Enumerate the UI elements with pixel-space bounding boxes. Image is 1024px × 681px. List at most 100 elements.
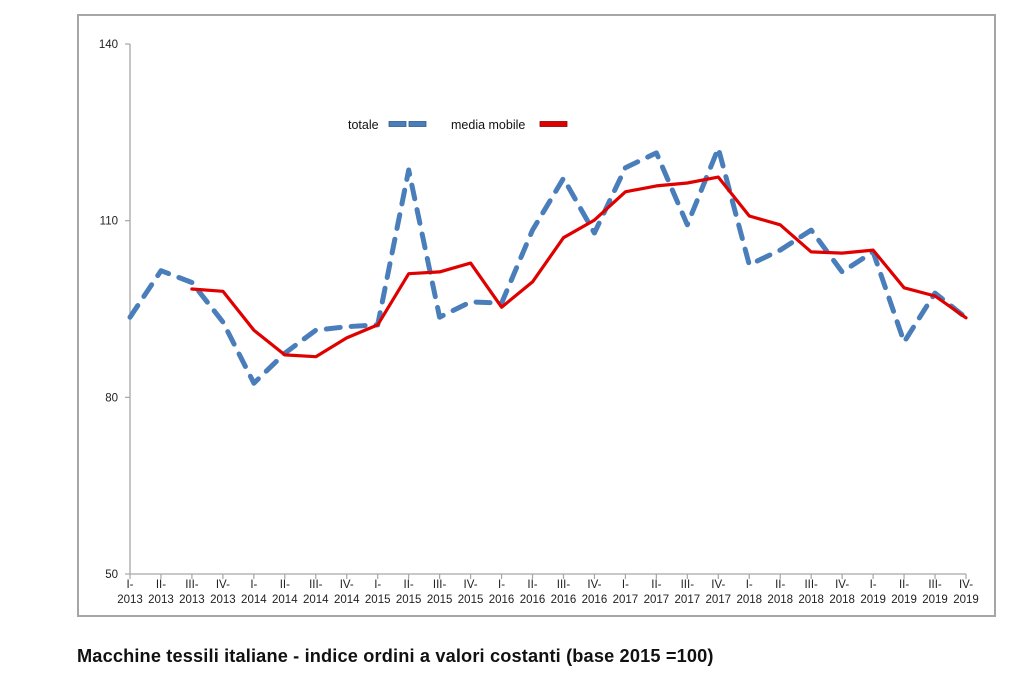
x-tick-label-quarter: IV- [464,579,478,591]
legend-swatch-media-mobile [539,121,568,127]
data-point [933,294,937,298]
x-tick-label-quarter: II- [527,579,537,591]
data-point [438,270,442,274]
data-point [840,270,844,274]
x-tick-label-year: 2018 [767,594,793,606]
x-tick-label-quarter: II- [404,579,414,591]
x-tick-label-quarter: I- [498,579,505,591]
data-point [314,328,318,332]
x-tick-label-quarter: III- [557,579,571,591]
data-point [531,228,535,232]
x-tick-label-quarter: II- [899,579,909,591]
data-point [623,166,627,170]
data-point [407,272,411,276]
y-axis-tick-labels: 50 80 110 140 [99,39,118,581]
data-point [654,184,658,188]
data-point [809,228,813,232]
data-point [531,280,535,284]
x-tick-label: III- 2018 [798,579,824,606]
x-tick-label-quarter: IV- [216,579,230,591]
x-tick-label-quarter: II- [156,579,166,591]
data-point [438,315,442,319]
data-point [685,181,689,185]
x-tick-label: I- 2016 [489,579,515,606]
data-point [221,289,225,293]
data-point [809,250,813,254]
data-point [716,175,720,179]
data-point [469,300,473,304]
x-tick-label-year: 2019 [953,594,979,606]
x-tick-label-quarter: II- [280,579,290,591]
data-point [314,355,318,359]
legend: totale media mobile [348,118,568,132]
x-tick-label-year: 2014 [272,594,298,606]
x-tick-label-quarter: I- [126,579,133,591]
data-point [469,261,473,265]
x-tick-label: II- 2014 [272,579,298,606]
data-point [716,146,720,150]
x-tick-label: II- 2013 [148,579,174,606]
x-tick-label: III- 2013 [179,579,205,606]
x-tick-label-quarter: III- [681,579,695,591]
data-point [252,381,256,385]
data-point [190,287,194,291]
x-tick-label-year: 2014 [334,594,360,606]
data-point [500,305,504,309]
data-point [902,340,906,344]
series-line-totale [127,145,969,386]
x-tick-label-year: 2019 [860,594,886,606]
x-tick-label-year: 2015 [458,594,484,606]
x-tick-label: IV- 2016 [582,579,608,606]
data-point [902,286,906,290]
x-tick-label-year: 2013 [148,594,174,606]
data-point [345,336,349,340]
x-tick-label: IV- 2018 [829,579,855,606]
data-point [562,236,566,240]
x-tick-label-quarter: I- [870,579,877,591]
x-tick-label-quarter: III- [928,579,942,591]
x-tick-label-year: 2019 [922,594,948,606]
data-point [562,176,566,180]
x-tick-label-quarter: I- [374,579,381,591]
x-tick-label: III- 2014 [303,579,329,606]
x-tick-label-year: 2013 [210,594,236,606]
x-tick-label: I- 2014 [241,579,267,606]
x-tick-label-year: 2014 [303,594,329,606]
x-tick-label: II- 2018 [767,579,793,606]
legend-label-totale: totale [348,118,379,132]
data-point [221,320,225,324]
data-point [654,151,658,155]
x-tick-label-year: 2016 [520,594,546,606]
data-point [685,223,689,227]
x-tick-label: I- 2019 [860,579,886,606]
x-tick-label: II- 2016 [520,579,546,606]
x-tick-label: I- 2015 [365,579,391,606]
data-point [283,353,287,357]
x-tick-label-quarter: II- [775,579,785,591]
data-point [128,315,132,319]
y-tick-label: 50 [105,569,118,581]
legend-label-media-mobile: media mobile [451,118,525,132]
x-tick-label: III- 2015 [427,579,453,606]
legend-swatch-totale [388,121,427,127]
x-tick-label-year: 2017 [644,594,670,606]
x-tick-label: III- 2017 [675,579,701,606]
x-tick-label: IV- 2013 [210,579,236,606]
data-point [407,168,411,172]
x-tick-label: IV- 2017 [705,579,731,606]
x-tick-label-quarter: III- [433,579,447,591]
x-tick-label: I- 2017 [613,579,639,606]
x-tick-label: II- 2015 [396,579,422,606]
x-tick-label-year: 2018 [798,594,824,606]
data-point [592,231,596,235]
data-point [345,325,349,329]
y-tick-label: 110 [100,216,118,228]
data-point [252,328,256,332]
x-tick-label-year: 2017 [705,594,731,606]
x-tick-label: II- 2017 [644,579,670,606]
x-tick-label-quarter: II- [651,579,661,591]
x-tick-label: I- 2018 [736,579,762,606]
x-tick-label-year: 2017 [613,594,639,606]
x-tick-label-year: 2015 [365,594,391,606]
